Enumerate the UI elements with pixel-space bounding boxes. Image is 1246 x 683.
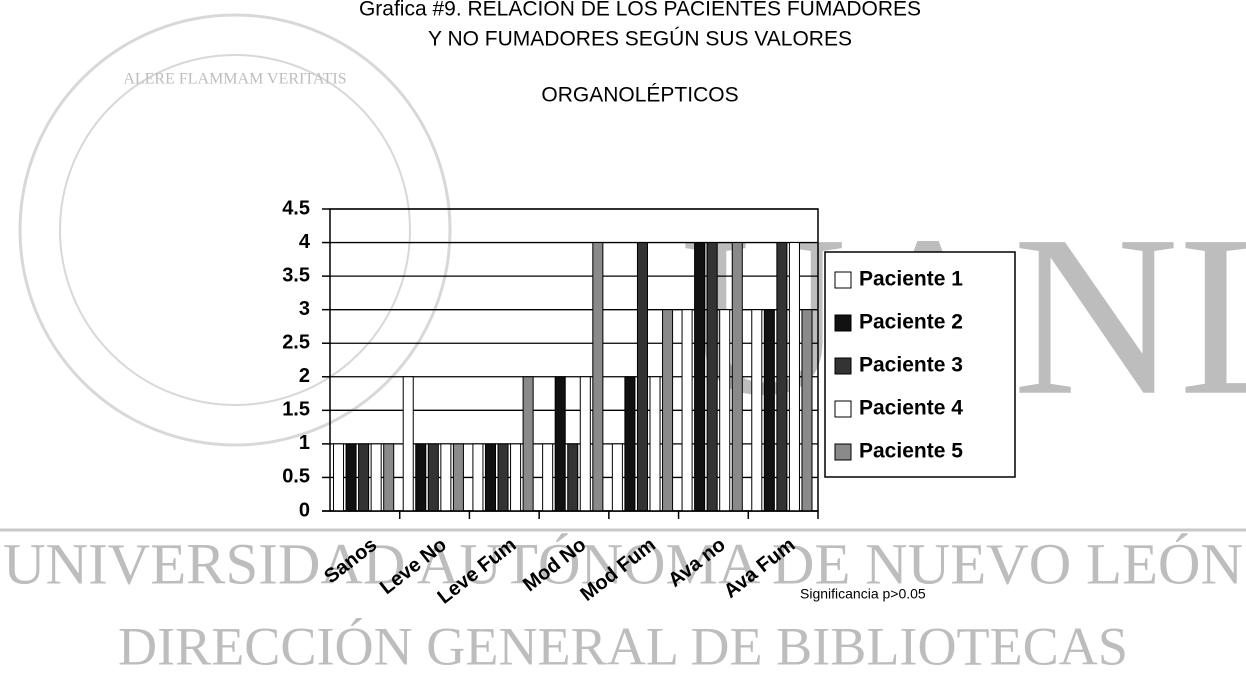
watermark-motto: ALERE FLAMMAM VERITATIS bbox=[123, 71, 346, 88]
bar bbox=[402, 376, 414, 512]
legend-swatch bbox=[834, 271, 852, 289]
bar bbox=[554, 376, 566, 512]
chart-subtitle: Y NO FUMADORES SEGÚN SUS VALORES bbox=[428, 28, 852, 51]
legend-label: Paciente 3 bbox=[859, 354, 963, 377]
bar bbox=[731, 242, 743, 512]
legend-label: Paciente 2 bbox=[859, 311, 963, 334]
chart-subtitle: ORGANOLÉPTICOS bbox=[541, 84, 738, 107]
bar bbox=[510, 443, 522, 512]
annotation: Significancia p>0.05 bbox=[800, 586, 926, 602]
bar bbox=[452, 443, 464, 512]
legend-label: Paciente 1 bbox=[859, 268, 963, 291]
bar bbox=[706, 242, 718, 512]
bar bbox=[624, 376, 636, 512]
bar bbox=[370, 443, 382, 512]
bar bbox=[472, 443, 484, 512]
seal-ring bbox=[59, 54, 411, 406]
bar bbox=[345, 443, 357, 512]
bar bbox=[681, 309, 693, 512]
legend-swatch bbox=[834, 400, 852, 418]
bar bbox=[567, 443, 579, 512]
bar bbox=[440, 443, 452, 512]
bar bbox=[427, 443, 439, 512]
y-tick-label: 1.5 bbox=[282, 399, 310, 421]
y-tick-label: 0.5 bbox=[282, 466, 310, 488]
chart-title: Grafica #9. RELACION DE LOS PACIENTES FU… bbox=[359, 0, 921, 21]
legend-box bbox=[824, 251, 1016, 478]
legend-swatch bbox=[834, 314, 852, 332]
bar bbox=[579, 376, 591, 512]
bar bbox=[662, 309, 674, 512]
bar bbox=[415, 443, 427, 512]
y-tick-label: 3 bbox=[299, 298, 310, 320]
bar bbox=[719, 309, 731, 512]
bar bbox=[522, 376, 534, 512]
bar bbox=[358, 443, 370, 512]
legend-swatch bbox=[834, 443, 852, 461]
y-tick-label: 2.5 bbox=[282, 332, 310, 354]
bar bbox=[497, 443, 509, 512]
y-tick-label: 0 bbox=[299, 499, 310, 521]
bar bbox=[636, 242, 648, 512]
bar bbox=[611, 443, 623, 512]
y-tick-label: 4 bbox=[299, 231, 311, 253]
bar bbox=[801, 309, 813, 512]
bar bbox=[763, 309, 775, 512]
watermark-text: UNIVERSIDAD AUTÓNOMA DE NUEVO LEÓN bbox=[3, 531, 1243, 596]
bar bbox=[542, 443, 554, 512]
bar bbox=[649, 376, 661, 512]
legend-label: Paciente 5 bbox=[859, 440, 963, 463]
y-tick-label: 1 bbox=[299, 432, 310, 454]
bar bbox=[484, 443, 497, 512]
bar bbox=[776, 242, 788, 512]
seal-ring bbox=[18, 13, 452, 447]
bar bbox=[788, 242, 800, 512]
legend-label: Paciente 4 bbox=[859, 397, 963, 420]
y-tick-label: 4.5 bbox=[282, 197, 310, 219]
bar bbox=[592, 242, 604, 512]
bar bbox=[694, 242, 706, 512]
y-tick-label: 2 bbox=[299, 365, 310, 387]
legend-swatch bbox=[834, 357, 852, 375]
bar bbox=[332, 443, 345, 512]
bar bbox=[751, 309, 763, 512]
bar bbox=[383, 443, 395, 512]
watermark-text: DIRECCIÓN GENERAL DE BIBLIOTECAS bbox=[118, 616, 1128, 676]
y-tick-label: 3.5 bbox=[282, 264, 310, 286]
